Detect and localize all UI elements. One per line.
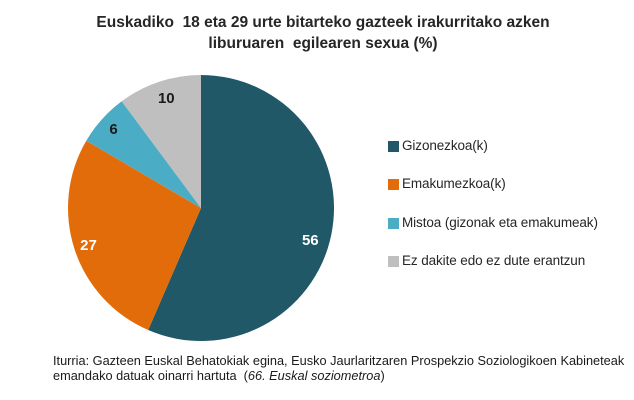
svg-text:6: 6: [109, 121, 117, 138]
svg-text:56: 56: [302, 232, 319, 249]
svg-text:27: 27: [80, 237, 97, 254]
svg-text:10: 10: [158, 90, 175, 107]
